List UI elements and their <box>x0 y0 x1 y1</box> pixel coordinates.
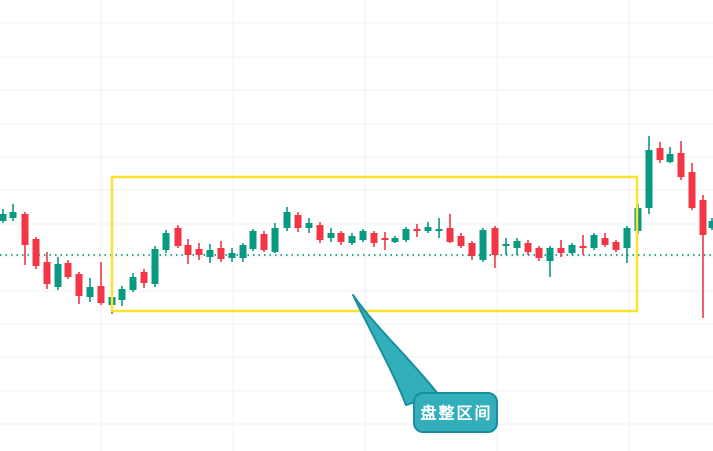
candles-layer <box>0 136 713 318</box>
candle-up <box>546 246 554 277</box>
candle-down <box>337 231 345 245</box>
candle-up <box>666 147 674 163</box>
candle-down <box>381 232 389 250</box>
candle-up <box>129 273 137 292</box>
candle-up <box>54 257 62 290</box>
callout-bubble[interactable] <box>413 392 498 433</box>
candle-down <box>75 272 83 304</box>
callout-label: 盘整区间 <box>420 404 492 423</box>
candle-up <box>228 248 236 262</box>
candle-down <box>491 226 499 268</box>
candle-up <box>391 236 399 243</box>
candle-down <box>579 235 587 255</box>
candle-up <box>479 228 487 262</box>
candle-up <box>359 229 367 242</box>
candle-down <box>32 237 40 269</box>
candle-down <box>688 163 696 210</box>
candle-down <box>535 246 543 261</box>
candle-up <box>162 230 170 253</box>
candle-down <box>468 241 476 260</box>
candle-down <box>370 231 378 247</box>
candle-up <box>623 226 631 263</box>
candle-up <box>435 218 443 238</box>
candle-up <box>708 218 713 230</box>
candle-up <box>590 233 598 250</box>
candle-up <box>305 218 313 233</box>
candle-up <box>151 246 159 287</box>
candle-up <box>513 238 521 255</box>
candle-down <box>413 224 421 237</box>
candle-down <box>612 240 620 252</box>
candle-down <box>97 262 105 305</box>
candle-down <box>260 231 268 252</box>
candle-down <box>21 212 29 265</box>
candle-down <box>195 243 203 260</box>
candle-up <box>239 243 247 262</box>
candle-down <box>64 260 72 279</box>
candle-down <box>316 222 324 243</box>
candle-up <box>348 233 356 245</box>
candle-up <box>502 238 510 255</box>
candle-up <box>424 222 432 233</box>
candle-up <box>249 229 257 251</box>
candle-down <box>43 252 51 289</box>
candle-up <box>118 286 126 306</box>
candle-down <box>524 240 532 255</box>
candle-up <box>402 227 410 242</box>
candle-down <box>457 233 465 248</box>
candle-down <box>446 214 454 243</box>
candle-up <box>327 228 335 242</box>
candle-down <box>217 241 225 262</box>
candle-down <box>656 142 664 163</box>
consolidation-box-drawing[interactable] <box>110 175 639 313</box>
candle-down <box>184 239 192 264</box>
candle-down <box>601 233 609 247</box>
candle-down <box>699 195 707 318</box>
candle-up <box>206 244 214 263</box>
candle-down <box>294 212 302 232</box>
candle-up <box>645 136 653 214</box>
candle-down <box>140 269 148 288</box>
candle-up <box>568 243 576 255</box>
candle-up <box>86 278 94 302</box>
candle-up <box>283 207 291 231</box>
candle-up <box>9 204 17 221</box>
candle-down <box>677 141 685 180</box>
candle-up <box>0 209 7 223</box>
candle-up <box>271 223 279 253</box>
candle-down <box>174 225 182 248</box>
candle-down <box>557 240 565 257</box>
